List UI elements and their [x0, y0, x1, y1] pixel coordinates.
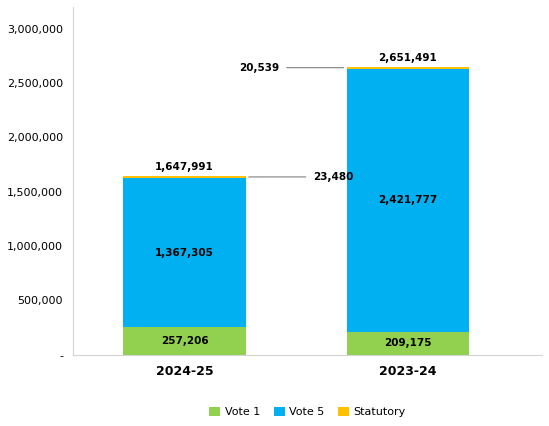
Text: 1,647,991: 1,647,991 [155, 162, 214, 172]
Text: 2,421,777: 2,421,777 [378, 196, 438, 205]
Legend: Vote 1, Vote 5, Statutory: Vote 1, Vote 5, Statutory [205, 402, 410, 421]
Text: 23,480: 23,480 [313, 172, 354, 182]
Bar [123, 176, 246, 178]
Bar [123, 178, 246, 327]
Bar [346, 332, 469, 355]
Text: 20,539: 20,539 [239, 63, 279, 73]
Text: 1,367,305: 1,367,305 [155, 248, 214, 258]
Bar [346, 69, 469, 332]
Text: 209,175: 209,175 [384, 338, 432, 348]
Text: 257,206: 257,206 [161, 336, 208, 346]
Text: 2,651,491: 2,651,491 [379, 53, 438, 63]
Bar [346, 66, 469, 69]
Bar [123, 327, 246, 355]
